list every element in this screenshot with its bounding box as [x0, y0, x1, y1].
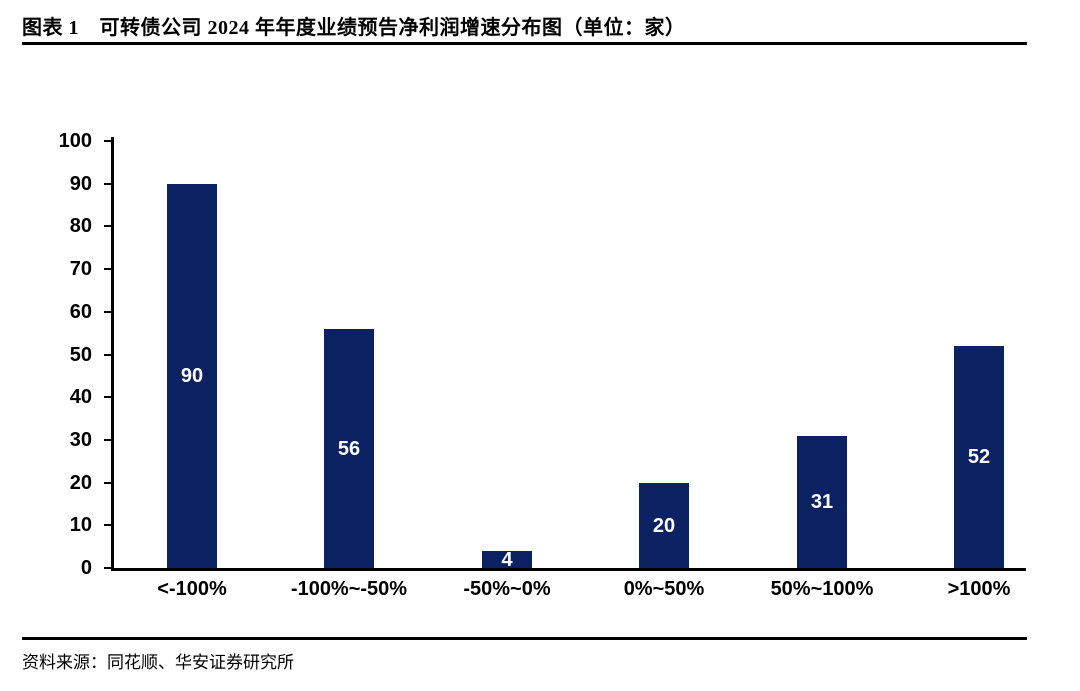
- bar: 90: [167, 184, 217, 568]
- bar: 20: [639, 483, 689, 568]
- bar-value-label: 56: [337, 437, 361, 460]
- y-axis-tick: [104, 140, 111, 142]
- x-axis-category-label: >100%: [947, 578, 1011, 600]
- source-note: 资料来源：同花顺、华安证券研究所: [22, 653, 294, 672]
- bar-value-label: 31: [810, 491, 834, 513]
- x-axis-category-label: -100%~-50%: [290, 578, 408, 600]
- y-axis-tick: [104, 268, 111, 271]
- y-axis-label: 60: [69, 300, 92, 323]
- x-axis-category-label: 50%~100%: [770, 578, 874, 600]
- y-axis-tick: [104, 353, 111, 356]
- y-axis-label: 0: [80, 557, 92, 579]
- footer-divider: [22, 637, 1027, 640]
- y-axis-tick: [104, 182, 111, 185]
- bar: 56: [324, 329, 374, 568]
- y-axis-label: 20: [69, 471, 92, 494]
- y-axis-label: 40: [69, 386, 92, 409]
- x-axis-category-label: <-100%: [157, 578, 227, 600]
- y-axis-tick: [104, 481, 111, 484]
- x-axis-line: [111, 568, 1026, 571]
- y-axis-tick: [104, 396, 111, 399]
- x-axis-category-label: -50%~0%: [463, 578, 551, 600]
- y-axis-label: 50: [69, 343, 92, 366]
- y-axis-line: [111, 137, 114, 571]
- bar: 31: [797, 436, 847, 568]
- y-axis-tick: [104, 310, 111, 313]
- bar: 52: [954, 346, 1004, 568]
- bar-value-label: 52: [967, 446, 991, 468]
- bar-value-label: 20: [652, 514, 676, 537]
- y-axis-label: 70: [69, 258, 92, 281]
- y-axis-tick: [104, 524, 111, 527]
- y-axis-label: 10: [69, 514, 92, 537]
- y-axis-tick: [104, 438, 111, 441]
- bar: 4: [482, 548, 532, 571]
- y-axis-label: 90: [69, 172, 92, 195]
- bar-value-label: 90: [180, 365, 204, 387]
- x-axis-category-label: 0%~50%: [623, 578, 705, 600]
- y-axis-label: 80: [69, 215, 92, 238]
- bar-value-label: 4: [501, 548, 513, 571]
- y-axis-tick: [104, 225, 111, 228]
- y-axis-tick: [104, 567, 111, 569]
- y-axis-label: 100: [58, 130, 92, 152]
- header-divider: [22, 42, 1027, 45]
- y-axis-label: 30: [69, 428, 92, 451]
- figure-title: 图表 1 可转债公司 2024 年年度业绩预告净利润增速分布图（单位：家）: [22, 17, 686, 39]
